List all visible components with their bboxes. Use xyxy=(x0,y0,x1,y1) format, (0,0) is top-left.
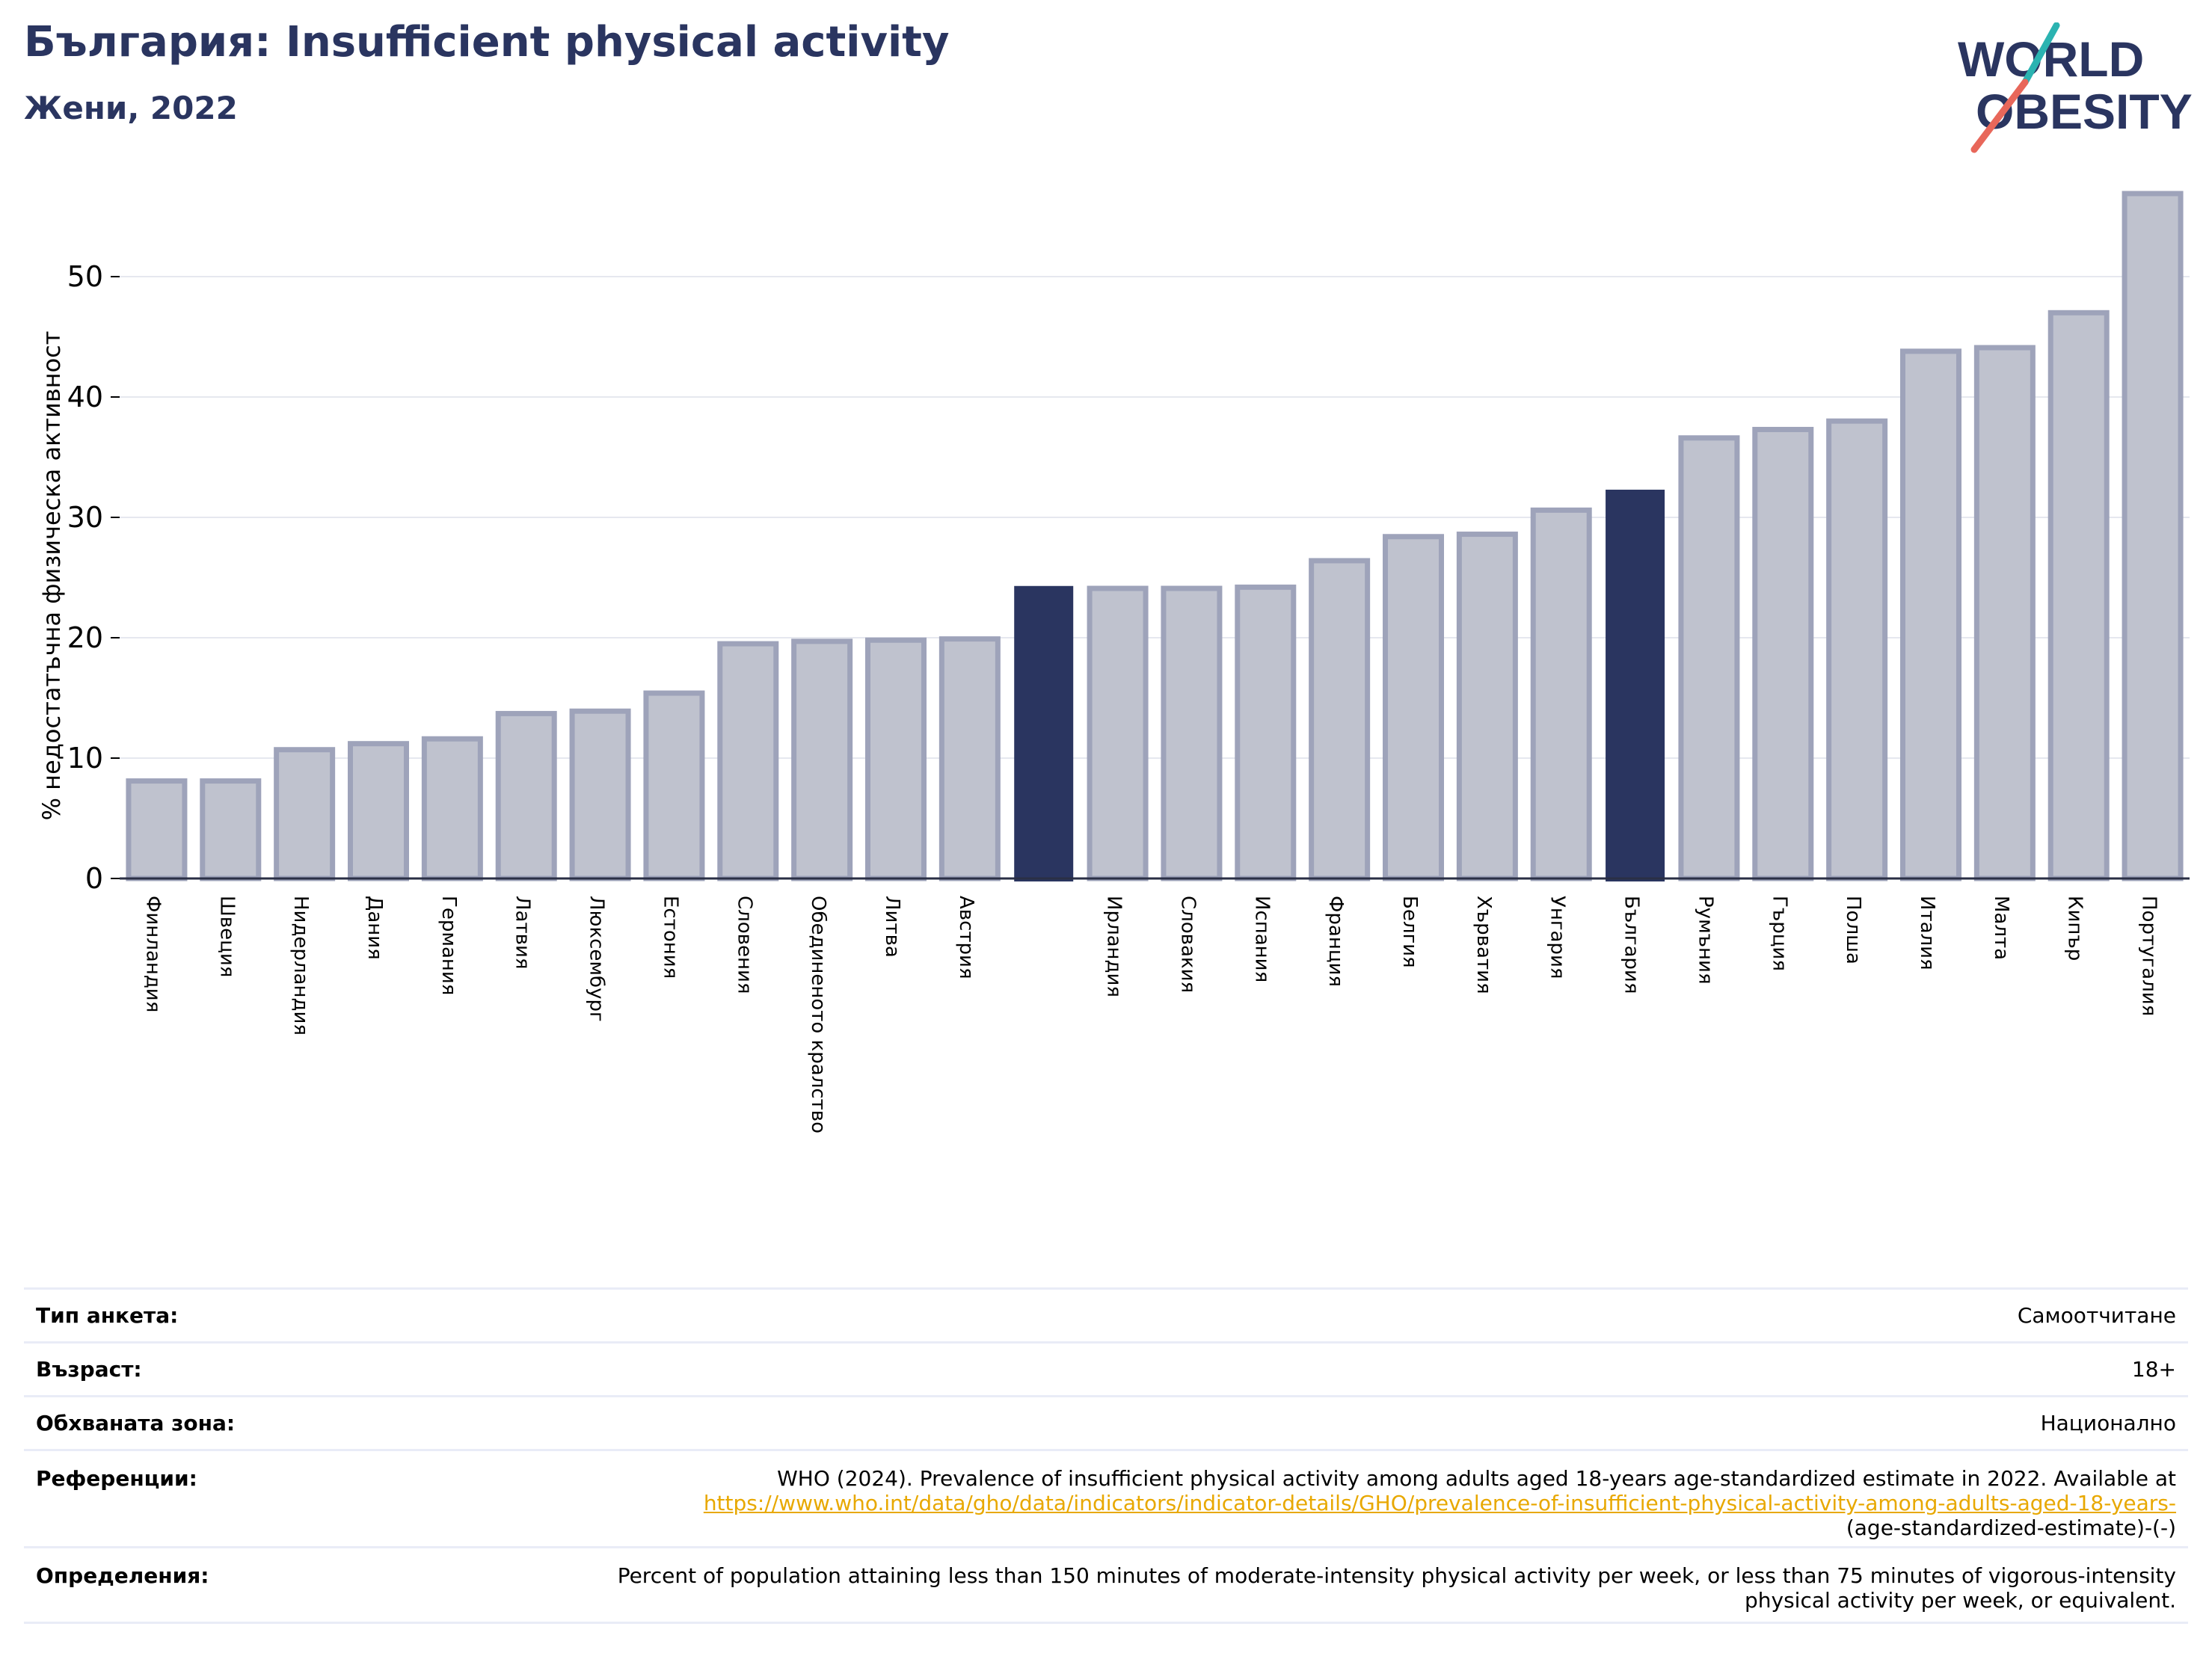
bar xyxy=(348,741,409,881)
x-tick-label: Германия xyxy=(437,896,460,995)
y-tick-label: 40 xyxy=(67,381,103,413)
x-tick-label: Кипър xyxy=(2064,896,2086,961)
x-tick-label: Австрия xyxy=(955,896,977,979)
bar xyxy=(1087,585,1149,881)
bar xyxy=(791,638,853,881)
info-row-definitions: Определения: Percent of population attai… xyxy=(24,1546,2188,1624)
bar xyxy=(1530,507,1592,881)
x-tick-label: Португалия xyxy=(2138,896,2160,1016)
x-tick-label: Испания xyxy=(1250,896,1273,982)
bar xyxy=(1383,534,1444,881)
info-row-references: Референции: WHO (2024). Prevalence of in… xyxy=(24,1449,2188,1546)
area-label: Обхваната зона: xyxy=(36,1411,236,1435)
info-table: Тип анкета: Самоотчитане Възраст: 18+ Об… xyxy=(24,1287,2188,1624)
x-tick-label: Румъния xyxy=(1694,896,1716,985)
bar xyxy=(1235,584,1297,881)
info-row-age: Възраст: 18+ xyxy=(24,1341,2188,1395)
bar xyxy=(421,736,483,881)
bar xyxy=(938,636,1001,881)
age-label: Възраст: xyxy=(36,1357,142,1382)
references-text: WHO (2024). Prevalence of insufficient p… xyxy=(777,1466,2176,1491)
survey-label: Тип анкета: xyxy=(36,1303,179,1328)
bars xyxy=(126,191,2184,881)
references-label: Референции: xyxy=(36,1466,197,1491)
info-row-area: Обхваната зона: Национално xyxy=(24,1395,2188,1449)
x-axis-labels: Финландия Швеция Нидерландия Дания Германия Л… xyxy=(141,896,2160,1133)
bar-highlight xyxy=(1014,585,1074,881)
x-tick-label: Обединеното кралство xyxy=(807,896,829,1133)
bar xyxy=(643,690,705,881)
y-tick-label: 50 xyxy=(67,260,103,293)
bar xyxy=(1752,426,1814,881)
x-tick-label: България xyxy=(1620,896,1643,994)
x-tick-label: Естония xyxy=(659,896,681,979)
bar xyxy=(1456,532,1518,881)
y-tick-label: 20 xyxy=(67,621,103,654)
x-tick-label: Люксембург xyxy=(586,896,608,1022)
world-obesity-logo: WORLD OBESITY xyxy=(1958,22,2193,153)
bar xyxy=(1678,435,1740,881)
age-value: 18+ xyxy=(2131,1357,2176,1382)
info-row-survey: Тип анкета: Самоотчитане xyxy=(24,1287,2188,1341)
logo-slash-top xyxy=(2021,22,2060,86)
bar xyxy=(865,637,927,881)
x-tick-label: Латвия xyxy=(511,896,534,970)
references-link[interactable]: https://www.who.int/data/gho/data/indica… xyxy=(703,1491,2176,1515)
y-tick-label: 10 xyxy=(67,742,103,775)
chart-subtitle: Жени, 2022 xyxy=(24,90,238,126)
x-tick-label: Хърватия xyxy=(1472,896,1495,994)
x-tick-label: Дания xyxy=(363,896,386,960)
x-tick-label: Гърция xyxy=(1768,896,1790,971)
x-tick-label: Нидерландия xyxy=(289,896,312,1035)
chart-title: България: Insufficient physical activity xyxy=(24,18,950,67)
area-value: Национално xyxy=(2040,1411,2176,1435)
bar xyxy=(1826,418,1888,881)
bar xyxy=(569,708,631,881)
survey-value: Самоотчитане xyxy=(2017,1303,2176,1328)
bar xyxy=(2047,310,2110,881)
bar xyxy=(274,747,336,881)
bar xyxy=(1900,348,1961,881)
bar-highlight xyxy=(1606,489,1665,881)
bar xyxy=(495,710,557,881)
bar xyxy=(1973,345,2036,881)
bar xyxy=(1309,558,1371,881)
logo-line2: OBESITY xyxy=(1976,84,2193,139)
bar xyxy=(200,778,262,881)
logo-slash-bottom xyxy=(1970,79,2029,153)
x-tick-label: Белгия xyxy=(1398,896,1421,968)
x-tick-label: Италия xyxy=(1916,896,1938,970)
x-tick-label: Словакия xyxy=(1176,896,1199,993)
x-tick-label: Ирландия xyxy=(1103,896,1125,997)
bar xyxy=(717,641,779,881)
definitions-label: Определения: xyxy=(36,1563,209,1588)
x-tick-label: Финландия xyxy=(141,896,164,1012)
y-tick-label: 0 xyxy=(85,862,103,895)
x-tick-label: Полша xyxy=(1842,896,1864,964)
x-tick-label: Франция xyxy=(1324,896,1347,987)
x-tick-label: Швеция xyxy=(215,896,238,977)
bar-chart: 0 10 20 30 40 50 Финландия Швеция Нидерландия Да… xyxy=(37,191,2190,1133)
bar xyxy=(126,778,188,881)
bar xyxy=(2122,191,2184,881)
references-value: WHO (2024). Prevalence of insufficient p… xyxy=(531,1466,2188,1540)
x-tick-label: Литва xyxy=(881,896,903,958)
references-tail: (age-standardized-estimate)-(-) xyxy=(1846,1515,2176,1540)
y-tick-label: 30 xyxy=(67,501,103,534)
x-tick-label: Словения xyxy=(733,896,755,994)
y-axis-ticks: 0 10 20 30 40 50 xyxy=(67,260,120,895)
y-axis-label: % недостатъчна физическа активност xyxy=(37,331,66,821)
bar xyxy=(1161,585,1223,881)
definitions-value: Percent of population attaining less tha… xyxy=(617,1563,2176,1613)
x-tick-label: Унгария xyxy=(1546,896,1569,979)
x-tick-label: Малта xyxy=(1990,896,2012,960)
